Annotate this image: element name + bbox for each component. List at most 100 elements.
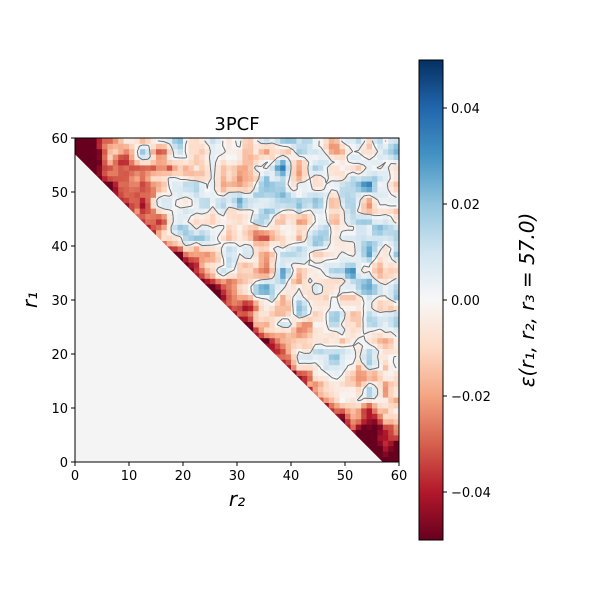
contour-segment [208, 151, 211, 158]
heatmap-cell [350, 148, 357, 155]
heatmap-cell [334, 354, 340, 360]
heatmap-cell [220, 219, 227, 225]
contour-segment [338, 286, 341, 292]
heatmap-cell [323, 375, 330, 382]
heatmap-cell [199, 143, 205, 150]
heatmap-cell [301, 251, 308, 258]
heatmap-cell [274, 138, 281, 144]
heatmap-cell [274, 283, 281, 290]
contour-segment [341, 308, 346, 314]
heatmap-cell [307, 278, 313, 285]
heatmap-cell [339, 386, 346, 393]
heatmap-cell [345, 148, 351, 155]
heatmap-cell [312, 202, 319, 209]
heatmap-cell [366, 235, 373, 241]
heatmap-cell [372, 197, 378, 204]
heatmap-cell [334, 305, 340, 312]
heatmap-cell [112, 165, 119, 171]
heatmap-cell [318, 175, 324, 182]
contour-segment [386, 296, 392, 301]
heatmap-cell [296, 305, 303, 312]
heatmap-cell [388, 418, 394, 425]
heatmap-cell [339, 246, 346, 252]
contour-segment [320, 368, 327, 374]
heatmap-cell [274, 159, 281, 166]
contour-segment [337, 374, 343, 379]
heatmap-cell [382, 208, 389, 214]
heatmap-cell [188, 192, 195, 198]
heatmap-cell [377, 154, 384, 160]
heatmap-cell [231, 202, 238, 209]
heatmap-cell [291, 354, 297, 360]
contour-segment [315, 174, 321, 176]
contour-segment [320, 283, 324, 287]
heatmap-cell [361, 213, 367, 220]
contour-segment [358, 162, 365, 166]
heatmap-cell [247, 181, 254, 187]
heatmap-cell [118, 192, 124, 198]
heatmap-cell [318, 197, 324, 204]
heatmap-cell [139, 175, 146, 182]
heatmap-cell [355, 246, 362, 252]
contour-segment [217, 194, 224, 197]
x-tick-label: 50 [337, 469, 354, 484]
heatmap-cell [204, 251, 211, 258]
heatmap-cell [269, 138, 276, 144]
heatmap-cell [220, 138, 227, 144]
heatmap-cell [350, 235, 357, 241]
heatmap-cell [264, 208, 270, 214]
heatmap-cell [393, 337, 399, 344]
contour-segment [261, 297, 267, 300]
contour-segment [388, 253, 392, 258]
heatmap-cell [199, 246, 205, 252]
contour-segment [310, 308, 313, 314]
contour-segment [377, 250, 381, 255]
heatmap-cell [161, 213, 168, 220]
heatmap-cell [274, 240, 281, 247]
heatmap-cell [96, 165, 103, 171]
heatmap-cell [85, 154, 92, 160]
heatmap-cell [366, 343, 373, 349]
heatmap-cell [372, 219, 378, 225]
heatmap-cell [377, 181, 384, 187]
heatmap-cell [139, 186, 146, 193]
heatmap-cell [291, 213, 297, 220]
heatmap-cell [210, 202, 216, 209]
heatmap-cell [328, 397, 335, 403]
heatmap-cell [226, 305, 232, 312]
heatmap-cell [361, 424, 367, 430]
heatmap-cell [274, 343, 281, 349]
heatmap-cell [274, 332, 281, 339]
contour-segment [342, 141, 348, 147]
heatmap-cell [285, 192, 292, 198]
heatmap-cell [323, 170, 330, 177]
heatmap-cell [318, 138, 324, 144]
contour-segment [347, 254, 354, 257]
heatmap-cell [372, 429, 378, 436]
heatmap-cell [226, 256, 232, 263]
contour-segment [256, 140, 262, 144]
heatmap-cell [280, 208, 286, 214]
heatmap-cell [361, 138, 367, 144]
heatmap-cell [242, 273, 249, 279]
contour-segment [377, 328, 381, 331]
heatmap-cell [372, 321, 378, 328]
heatmap-cell [237, 154, 243, 160]
heatmap-cell [274, 224, 281, 231]
heatmap-cell [80, 148, 87, 155]
contour-segment [320, 268, 322, 271]
heatmap-cell [247, 262, 254, 268]
heatmap-cell [210, 278, 216, 285]
heatmap-cell [377, 429, 384, 436]
heatmap-cell [388, 154, 394, 160]
contour-segment [363, 167, 367, 171]
contour-segment [190, 242, 195, 246]
heatmap-cell [280, 278, 286, 285]
contour-segment [201, 212, 208, 215]
heatmap-cell [172, 181, 178, 187]
heatmap-cell [285, 224, 292, 231]
heatmap-cell [264, 175, 270, 182]
heatmap-cell [139, 181, 146, 187]
heatmap-cell [312, 186, 319, 193]
